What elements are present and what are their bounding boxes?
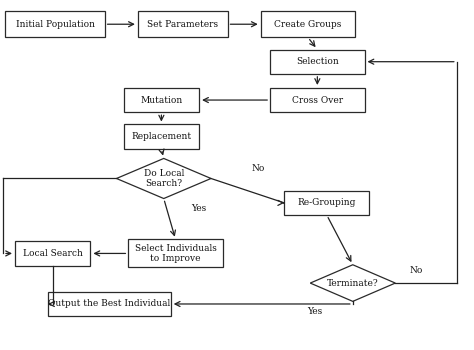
Text: Select Individuals
to Improve: Select Individuals to Improve: [135, 244, 217, 263]
FancyBboxPatch shape: [270, 88, 365, 112]
FancyBboxPatch shape: [48, 292, 171, 316]
Text: Set Parameters: Set Parameters: [147, 20, 218, 29]
Text: Replacement: Replacement: [131, 132, 191, 141]
FancyBboxPatch shape: [128, 239, 223, 267]
Text: Cross Over: Cross Over: [292, 96, 343, 105]
Text: No: No: [252, 163, 265, 173]
Text: Local Search: Local Search: [23, 249, 82, 258]
Text: Mutation: Mutation: [140, 96, 182, 105]
Polygon shape: [117, 159, 211, 198]
Text: Do Local
Search?: Do Local Search?: [144, 169, 184, 188]
FancyBboxPatch shape: [5, 11, 105, 37]
Text: Initial Population: Initial Population: [16, 20, 94, 29]
Text: Output the Best Individual: Output the Best Individual: [48, 300, 171, 308]
FancyBboxPatch shape: [138, 11, 228, 37]
Text: Yes: Yes: [307, 307, 323, 316]
Text: Create Groups: Create Groups: [274, 20, 342, 29]
Text: No: No: [410, 266, 423, 275]
Text: Re-Grouping: Re-Grouping: [298, 198, 356, 208]
FancyBboxPatch shape: [15, 241, 91, 266]
Text: Selection: Selection: [296, 57, 339, 66]
FancyBboxPatch shape: [261, 11, 355, 37]
Text: Terminate?: Terminate?: [327, 279, 379, 288]
Polygon shape: [310, 265, 395, 301]
Text: Yes: Yes: [191, 204, 207, 213]
FancyBboxPatch shape: [270, 49, 365, 74]
FancyBboxPatch shape: [124, 88, 199, 112]
FancyBboxPatch shape: [284, 191, 369, 215]
FancyBboxPatch shape: [124, 125, 199, 149]
